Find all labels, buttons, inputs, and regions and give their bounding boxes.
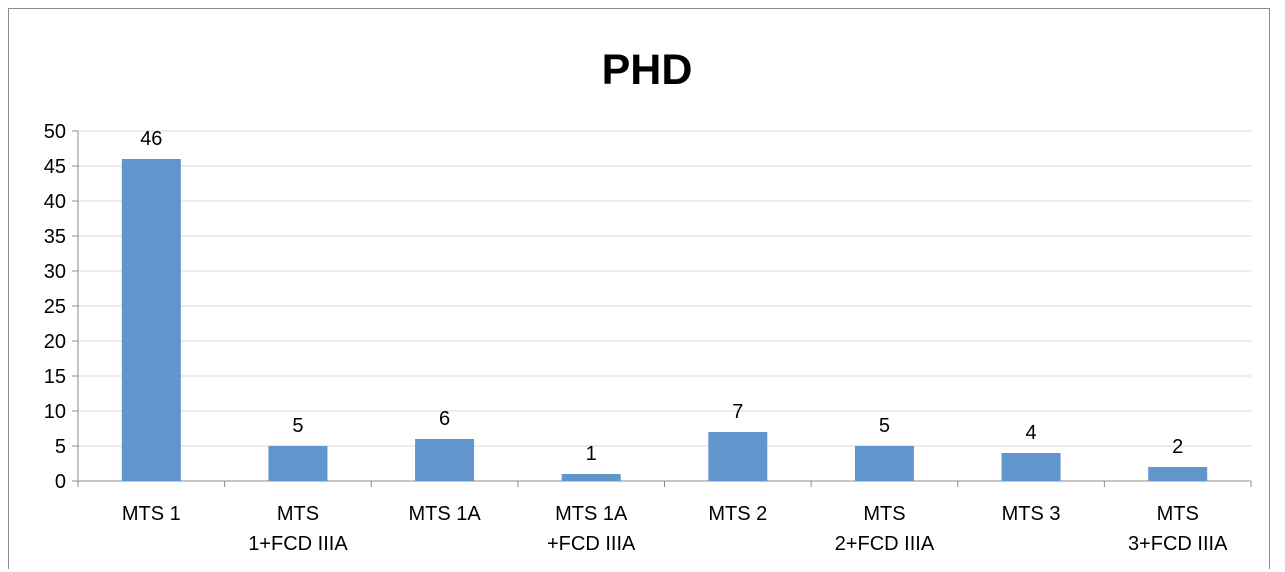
y-tick-label: 10 <box>44 401 66 423</box>
data-label: 1 <box>586 443 597 465</box>
data-label: 2 <box>1172 436 1183 458</box>
y-tick-label: 30 <box>44 261 66 283</box>
x-category-labels: MTS 1 MTS 1+FCD IIIA MTS 1A MTS 1A +FCD IIIA M… <box>122 503 1228 555</box>
gridlines <box>78 130 1251 447</box>
data-label: 5 <box>879 415 890 437</box>
data-label: 4 <box>1026 422 1037 444</box>
x-category-label: MTS 1 <box>122 503 181 525</box>
x-category-label: 2+FCD IIIA <box>835 533 935 555</box>
x-category-label: MTS 2 <box>708 503 767 525</box>
y-tick-label: 35 <box>44 226 66 248</box>
x-category-label: 1+FCD IIIA <box>248 533 348 555</box>
x-category-label: MTS 3 <box>1002 503 1061 525</box>
chart-title: PHD <box>602 46 693 94</box>
y-tick-label: 45 <box>44 156 66 178</box>
data-label: 6 <box>439 408 450 430</box>
x-category-label: +FCD IIIA <box>547 533 636 555</box>
y-tick-label: 40 <box>44 191 66 213</box>
bar <box>268 446 328 481</box>
data-label: 7 <box>732 401 743 423</box>
bar <box>121 159 181 481</box>
x-category-label: MTS 1A <box>408 503 481 525</box>
bar <box>854 446 914 481</box>
y-tick-label: 20 <box>44 331 66 353</box>
data-labels: 46 5 6 1 7 5 4 2 <box>140 128 1183 465</box>
bar <box>1001 453 1061 481</box>
x-category-label: MTS 1A <box>555 503 628 525</box>
bar <box>561 474 621 481</box>
y-tick-label: 50 <box>44 121 66 143</box>
y-tick-label: 25 <box>44 296 66 318</box>
x-category-label: MTS <box>1157 503 1199 525</box>
y-tick-label: 0 <box>55 471 66 493</box>
y-tick-label: 15 <box>44 366 66 388</box>
x-category-label: 3+FCD IIIA <box>1128 533 1228 555</box>
bars <box>121 159 1208 481</box>
x-category-label: MTS <box>863 503 905 525</box>
bar <box>415 439 475 481</box>
bar <box>1148 467 1208 481</box>
y-tick-labels: 0 5 10 15 20 25 30 35 40 45 50 <box>44 121 66 493</box>
axes <box>72 130 1252 487</box>
data-label: 46 <box>140 128 162 150</box>
x-category-label: MTS <box>277 503 319 525</box>
bar <box>708 432 768 481</box>
data-label: 5 <box>292 415 303 437</box>
chart-frame <box>8 8 1270 569</box>
y-tick-label: 5 <box>55 436 66 458</box>
